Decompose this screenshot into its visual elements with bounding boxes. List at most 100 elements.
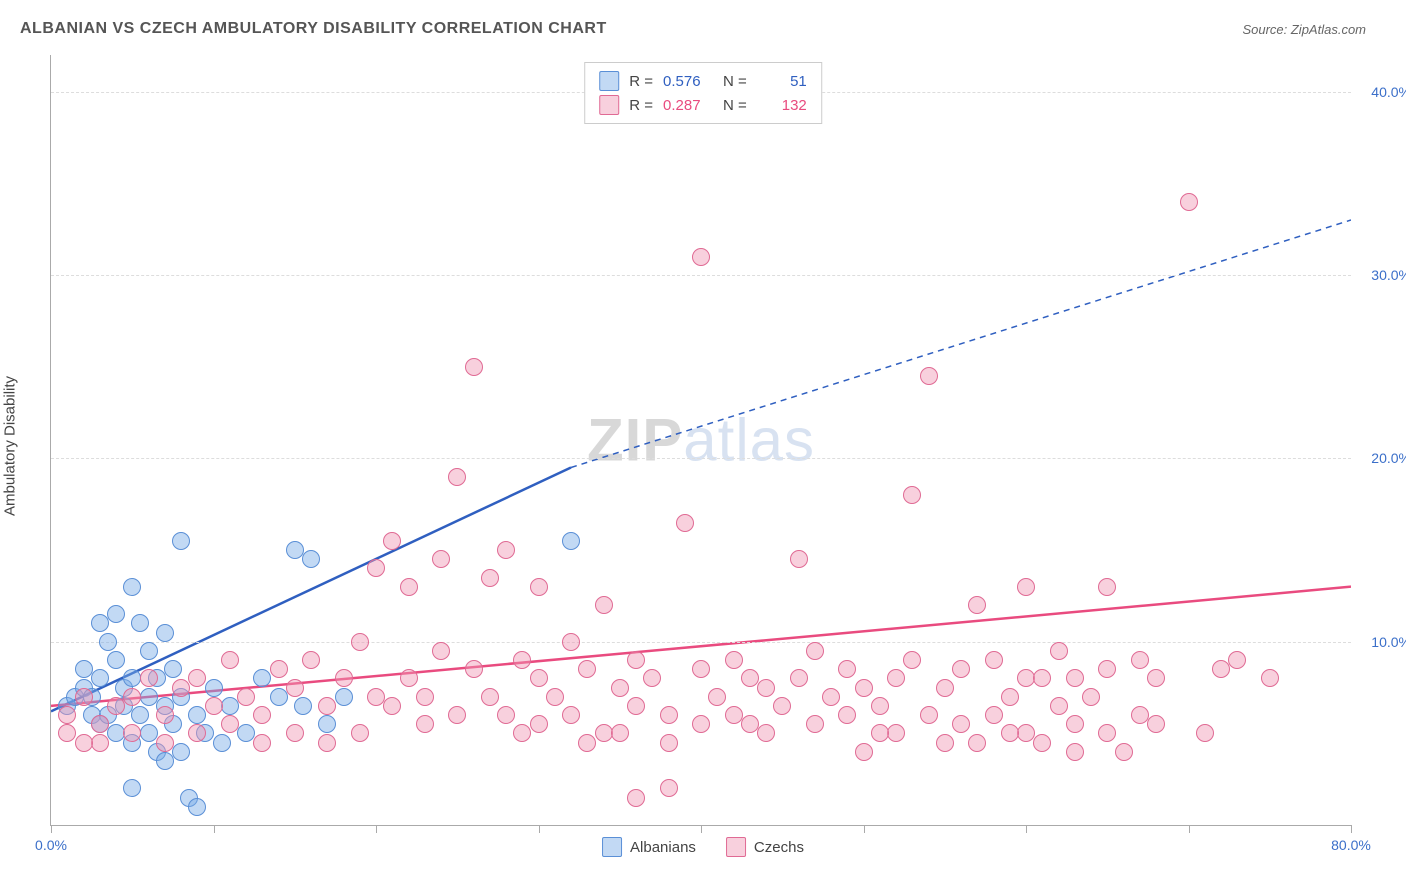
data-point [822,688,840,706]
data-point [416,688,434,706]
data-point [1261,669,1279,687]
data-point [952,660,970,678]
data-point [91,715,109,733]
data-point [75,688,93,706]
data-point [692,660,710,678]
data-point [172,743,190,761]
data-point [318,734,336,752]
data-point [205,697,223,715]
data-point [1098,660,1116,678]
data-point [660,734,678,752]
data-point [806,715,824,733]
data-point [91,669,109,687]
data-point [432,642,450,660]
data-point [562,532,580,550]
data-point [643,669,661,687]
data-point [123,688,141,706]
data-point [578,660,596,678]
data-point [123,578,141,596]
data-point [968,734,986,752]
data-point [107,697,125,715]
data-point [58,724,76,742]
x-tick [539,825,540,833]
data-point [627,789,645,807]
data-point [611,724,629,742]
data-point [188,798,206,816]
data-point [1050,697,1068,715]
data-point [131,706,149,724]
x-tick [376,825,377,833]
data-point [530,715,548,733]
data-point [1228,651,1246,669]
data-point [188,706,206,724]
data-point [1131,706,1149,724]
data-point [1017,578,1035,596]
data-point [903,486,921,504]
data-point [172,532,190,550]
data-point [887,724,905,742]
data-point [1017,724,1035,742]
x-tick [1189,825,1190,833]
y-tick-label: 10.0% [1371,634,1406,650]
y-axis-label: Ambulatory Disability [2,376,19,516]
data-point [367,559,385,577]
data-point [1147,669,1165,687]
legend-r-value: 0.287 [663,97,713,114]
data-point [1066,669,1084,687]
data-point [164,660,182,678]
data-point [871,724,889,742]
data-point [91,734,109,752]
data-point [465,358,483,376]
data-point [107,651,125,669]
gridline [51,275,1351,276]
data-point [887,669,905,687]
data-point [1066,743,1084,761]
data-point [253,734,271,752]
data-point [302,550,320,568]
data-point [107,605,125,623]
legend-swatch [602,837,622,857]
data-point [99,633,117,651]
legend-n-label: N = [723,73,747,90]
data-point [790,669,808,687]
data-point [140,724,158,742]
data-point [903,651,921,669]
data-point [123,779,141,797]
data-point [952,715,970,733]
data-point [156,706,174,724]
legend-item: Albanians [602,837,696,857]
data-point [757,679,775,697]
y-tick-label: 20.0% [1371,450,1406,466]
data-point [253,706,271,724]
data-point [156,752,174,770]
data-point [221,715,239,733]
data-point [513,724,531,742]
data-point [578,734,596,752]
data-point [595,596,613,614]
data-point [465,660,483,678]
data-point [318,715,336,733]
data-point [676,514,694,532]
legend-label: Czechs [754,839,804,856]
legend-r-label: R = [629,73,653,90]
data-point [400,669,418,687]
data-point [318,697,336,715]
data-point [481,569,499,587]
data-point [58,706,76,724]
data-point [546,688,564,706]
data-point [270,660,288,678]
data-point [708,688,726,706]
data-point [1212,660,1230,678]
data-point [1082,688,1100,706]
data-point [855,679,873,697]
data-point [1033,669,1051,687]
x-tick-label: 80.0% [1331,837,1371,853]
data-point [400,578,418,596]
legend-swatch [726,837,746,857]
data-point [270,688,288,706]
data-point [237,724,255,742]
data-point [1098,724,1116,742]
data-point [562,633,580,651]
data-point [985,706,1003,724]
data-point [692,715,710,733]
